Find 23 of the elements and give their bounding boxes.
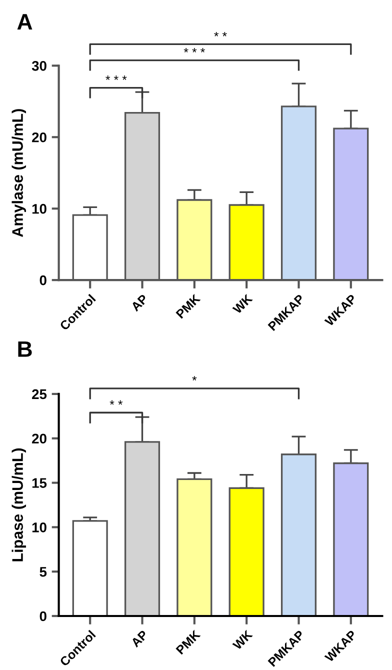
x-tick-label: WK (232, 630, 253, 650)
y-tick-label: 15 (32, 478, 47, 488)
text: * * (214, 32, 227, 36)
y-tick-label: 10 (32, 522, 46, 532)
y-tick-label: 25 (32, 389, 47, 400)
y-tick-label: 5 (40, 567, 47, 577)
y-tick-label: 30 (32, 60, 46, 71)
y-tick-label: 0 (40, 611, 46, 622)
text: * (192, 376, 197, 380)
y-axis-title: Amylase (mU/mL) (12, 109, 26, 238)
chart-title: B (18, 341, 32, 357)
x-tick-label: WK (232, 294, 253, 314)
y-axis-title: Lipase (mU/mL) (12, 448, 26, 562)
y-tick-label: 0 (40, 275, 46, 286)
x-tick-label: AP (130, 294, 148, 312)
y-tick-label: 10 (32, 204, 46, 214)
y-tick-label: 20 (32, 434, 46, 444)
chart-title: A (17, 14, 32, 30)
y-tick-label: 20 (32, 132, 46, 142)
text: * * * (184, 48, 205, 52)
x-tick-label: AP (130, 630, 148, 648)
annotation: * * * (106, 76, 127, 80)
annotation: * * (110, 400, 123, 405)
